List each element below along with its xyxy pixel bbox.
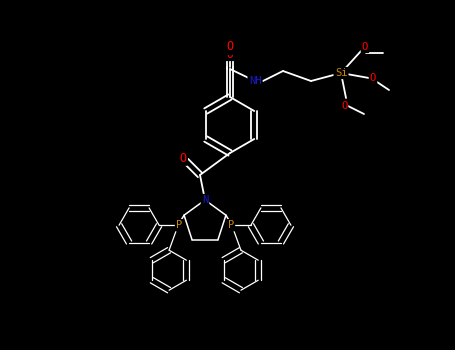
Text: N: N: [202, 195, 208, 205]
Text: P: P: [228, 220, 234, 230]
Text: O: O: [370, 73, 376, 83]
Text: O: O: [179, 152, 187, 164]
Text: Si: Si: [335, 68, 347, 78]
Text: P: P: [228, 220, 234, 230]
Text: O: O: [370, 73, 376, 83]
Text: O: O: [179, 152, 187, 164]
Text: NH: NH: [249, 76, 261, 86]
Text: O: O: [362, 42, 368, 52]
Text: O: O: [341, 101, 347, 111]
Text: NH: NH: [249, 76, 261, 86]
Text: O: O: [227, 41, 233, 54]
Text: O: O: [362, 42, 368, 52]
Text: O: O: [227, 41, 233, 54]
Text: P: P: [176, 220, 182, 230]
Text: O: O: [227, 50, 233, 60]
Text: P: P: [176, 220, 182, 230]
Text: N: N: [202, 195, 208, 205]
Text: Si: Si: [335, 68, 347, 78]
Text: O: O: [341, 101, 347, 111]
